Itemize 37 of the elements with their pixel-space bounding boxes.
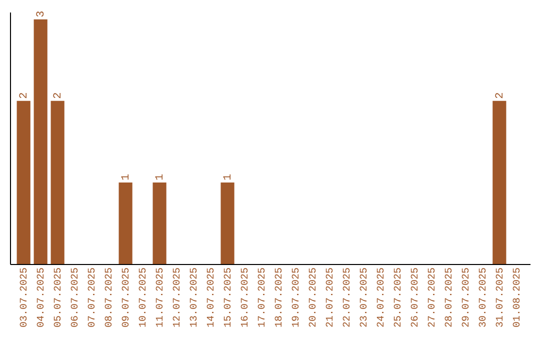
- x-tick-label: 19.07.2025: [291, 268, 302, 328]
- data-label: 2: [494, 92, 506, 99]
- x-tick-label: 04.07.2025: [36, 268, 48, 328]
- x-tick-label: 23.07.2025: [359, 268, 370, 328]
- x-tick-label: 13.07.2025: [190, 268, 201, 328]
- x-tick-label: 30.07.2025: [478, 268, 490, 328]
- x-tick-label: 09.07.2025: [122, 268, 133, 328]
- x-tick-label: 27.07.2025: [427, 268, 438, 328]
- x-tick-label: 29.07.2025: [461, 268, 472, 328]
- x-tick-label: 25.07.2025: [393, 268, 404, 328]
- data-label: 2: [18, 92, 31, 99]
- x-tick-label: 11.07.2025: [156, 268, 167, 328]
- x-tick-label: 18.07.2025: [274, 268, 286, 328]
- data-label: 2: [52, 92, 65, 99]
- x-tick-label: 14.07.2025: [206, 268, 218, 328]
- x-tick-label: 24.07.2025: [376, 268, 388, 328]
- x-tick-label: 17.07.2025: [258, 268, 269, 328]
- x-tick-label: 28.07.2025: [444, 268, 456, 328]
- data-label: 1: [222, 173, 235, 180]
- x-tick-label: 16.07.2025: [240, 268, 252, 328]
- x-tick-label: 20.07.2025: [308, 268, 320, 328]
- x-tick-label: 26.07.2025: [410, 268, 422, 328]
- data-label: 1: [120, 173, 133, 180]
- x-tick-label: 08.07.2025: [104, 268, 116, 328]
- x-tick-label: 03.07.2025: [20, 268, 31, 328]
- data-label: 1: [154, 173, 167, 180]
- x-tick-label: 07.07.2025: [88, 268, 99, 328]
- x-tick-label: 06.07.2025: [70, 268, 82, 328]
- x-tick-label: 12.07.2025: [172, 268, 184, 328]
- x-tick-label: 01.08.2025: [512, 268, 524, 328]
- x-tick-label: 21.07.2025: [325, 268, 336, 328]
- x-tick-label: 05.07.2025: [54, 268, 65, 328]
- x-tick-label: 10.07.2025: [138, 268, 150, 328]
- x-tick-label: 22.07.2025: [342, 268, 354, 328]
- data-label: 3: [36, 10, 48, 18]
- x-tick-label: 15.07.2025: [224, 268, 235, 328]
- x-tick-label: 31.07.2025: [495, 268, 506, 328]
